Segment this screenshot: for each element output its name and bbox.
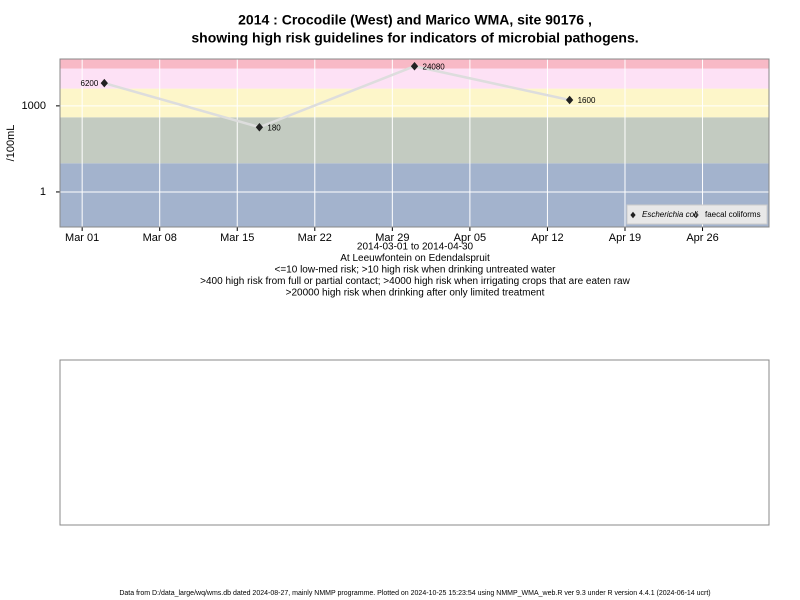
data-label: 6200 <box>81 79 99 88</box>
legend-marker <box>630 211 636 219</box>
x-tick-label: Apr 12 <box>531 232 563 244</box>
y-tick-label: 1 <box>40 186 46 198</box>
y-axis-label: /100mL <box>5 125 17 162</box>
risk-band <box>60 88 769 118</box>
data-label: 24080 <box>423 62 446 71</box>
legend-label: Escherichia coli <box>642 210 698 219</box>
data-point <box>410 61 419 71</box>
legend-marker <box>693 211 699 219</box>
risk-band <box>60 117 769 164</box>
legend: Escherichia coli faecal coliforms <box>626 204 768 225</box>
series-line <box>103 64 570 129</box>
x-tick-label: Apr 05 <box>454 232 486 244</box>
chart-title: 2014 : Crocodile (West) and Marico WMA, … <box>238 12 592 28</box>
x-tick-label: Mar 01 <box>65 232 99 244</box>
x-axis-note: At Leeuwfontein on Edendalspruit <box>340 253 490 264</box>
x-axis-note: 2014-03-01 to 2014-04-30 <box>357 242 474 253</box>
x-tick-label: Apr 26 <box>686 232 718 244</box>
data-point <box>255 122 264 132</box>
footer: Data from D:/data_large/wq/wms.db dated … <box>119 590 710 597</box>
x-tick-label: Apr 19 <box>609 232 641 244</box>
plot-frame <box>59 58 770 228</box>
x-tick-label: Mar 15 <box>220 232 254 244</box>
chart-subtitle: showing high risk guidelines for indicat… <box>191 30 638 46</box>
x-tick-label: Mar 29 <box>375 232 409 244</box>
empty-panel <box>59 359 770 526</box>
data-point <box>565 95 574 105</box>
data-point <box>100 78 108 88</box>
legend-label: faecal coliforms <box>705 210 761 219</box>
x-axis-note: >20000 high risk when drinking after onl… <box>286 288 545 299</box>
risk-band <box>60 68 769 89</box>
data-label: 1600 <box>578 96 596 105</box>
x-axis-note: <=10 low-med risk; >10 high risk when dr… <box>275 265 557 276</box>
x-tick-label: Mar 22 <box>298 232 332 244</box>
data-label: 180 <box>267 123 281 132</box>
x-tick-label: Mar 08 <box>143 232 177 244</box>
y-tick-label: 1000 <box>22 100 46 112</box>
x-axis-note: >400 high risk from full or partial cont… <box>200 276 630 287</box>
